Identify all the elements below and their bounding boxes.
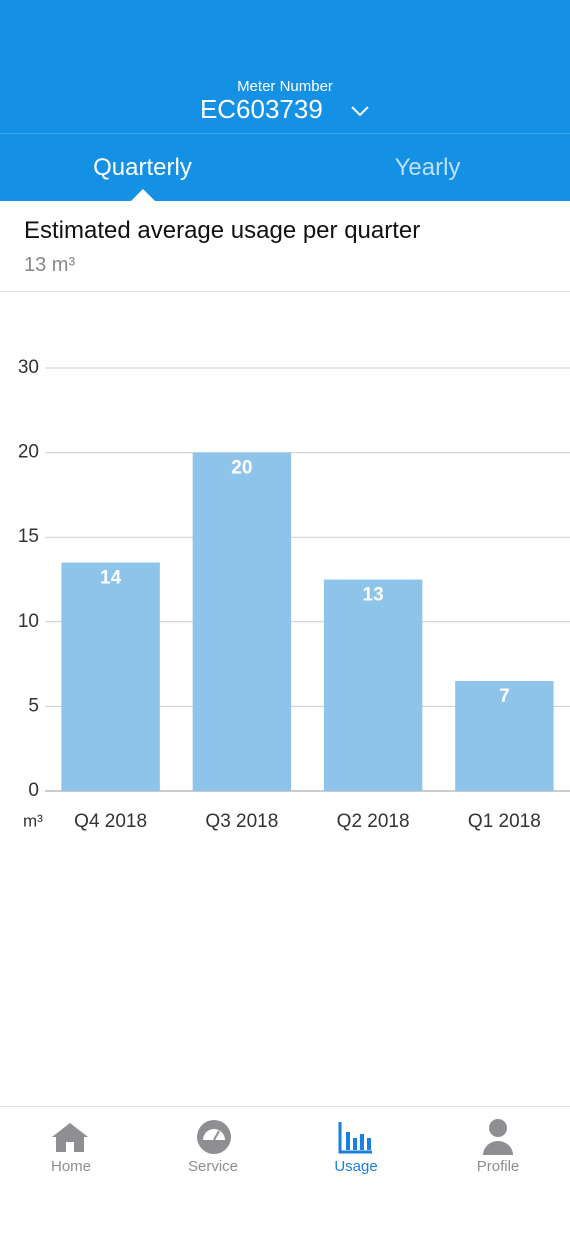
x-tick-label: Q3 2018 [205,811,278,832]
meter-selector[interactable]: EC603739 [0,94,570,125]
chart: m³ 0 5 10 15 20 30 Q4 2018 14 Q3 2018 20 Q2 2018 13… [18,357,570,832]
service-icon [197,1120,231,1154]
summary-value: 13 m³ [24,254,76,276]
x-tick-label: Q2 2018 [337,811,410,832]
y-tick-label: 20 [18,442,39,463]
value-label: 13 [363,585,384,606]
nav-home[interactable]: Home [50,1158,91,1175]
nav-profile[interactable]: Profile [476,1158,520,1175]
value-label: 20 [231,458,252,479]
usage-icon [338,1122,372,1154]
bar [323,579,423,791]
y-tick-label: 0 [28,780,39,801]
nav-usage[interactable]: Usage [334,1158,378,1175]
y-tick-label: 30 [18,357,39,378]
y-tick-label: 5 [28,695,39,716]
home-icon [52,1123,88,1152]
x-tick-label: Q1 2018 [468,811,541,832]
header: Meter Number EC603739 [0,0,570,133]
tab-indicator [131,189,155,201]
nav-service[interactable]: Service [187,1158,239,1175]
tab-bar: Quarterly Yearly [0,133,570,201]
meter-label: Meter Number [237,78,333,95]
y-tick-label: 10 [18,611,39,632]
summary-title: Estimated average usage per quarter [24,217,421,244]
bar [61,562,160,791]
y-tick-label: 15 [18,526,39,547]
bottom-nav: Home Service Usage Profile [0,1106,570,1234]
profile-icon [483,1119,513,1155]
x-tick-label: Q4 2018 [74,811,147,832]
bar [455,681,554,791]
tab-yearly[interactable]: Yearly [394,154,461,181]
value-label: 14 [100,568,122,589]
meter-number[interactable]: EC603739 [199,94,323,124]
divider [0,291,570,292]
tab-quarterly[interactable]: Quarterly [93,154,192,181]
chevron [351,106,369,117]
y-unit: m³ [23,811,43,830]
divider [0,1106,570,1107]
bar [192,452,292,791]
value-label: 7 [499,686,510,707]
